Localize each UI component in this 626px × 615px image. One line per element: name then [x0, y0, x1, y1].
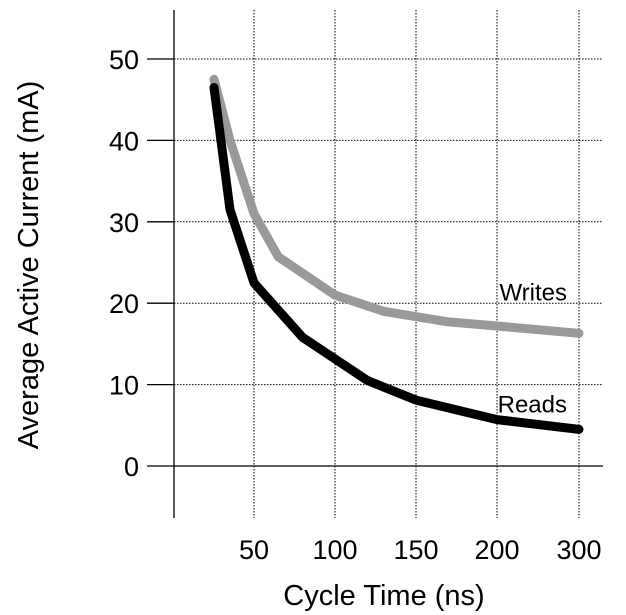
x-axis-label: Cycle Time (ns) — [283, 580, 484, 612]
series-lines — [209, 74, 584, 434]
x-tick-label-150: 150 — [393, 535, 438, 565]
series-label-writes: Writes — [499, 279, 567, 306]
tick-labels: 0 10 20 30 40 50 50 100 150 200 300 Writes Reads — [109, 45, 602, 565]
x-tick-label-300: 300 — [556, 535, 601, 565]
y-tick-label-20: 20 — [109, 289, 139, 319]
x-tick-label-50: 50 — [239, 535, 269, 565]
y-tick-label-0: 0 — [124, 452, 139, 482]
grid — [174, 10, 603, 518]
y-tick-label-40: 40 — [109, 126, 139, 156]
y-tick-label-30: 30 — [109, 208, 139, 238]
series-label-reads: Reads — [498, 391, 567, 418]
series-line-reads — [209, 83, 584, 434]
y-tick-label-50: 50 — [109, 45, 139, 75]
axes — [147, 10, 603, 518]
x-tick-label-100: 100 — [312, 535, 357, 565]
y-axis-label: Average Active Current (mA) — [13, 81, 45, 450]
y-tick-label-10: 10 — [109, 371, 139, 401]
series-line-writes — [209, 74, 584, 338]
x-tick-label-200: 200 — [474, 535, 519, 565]
